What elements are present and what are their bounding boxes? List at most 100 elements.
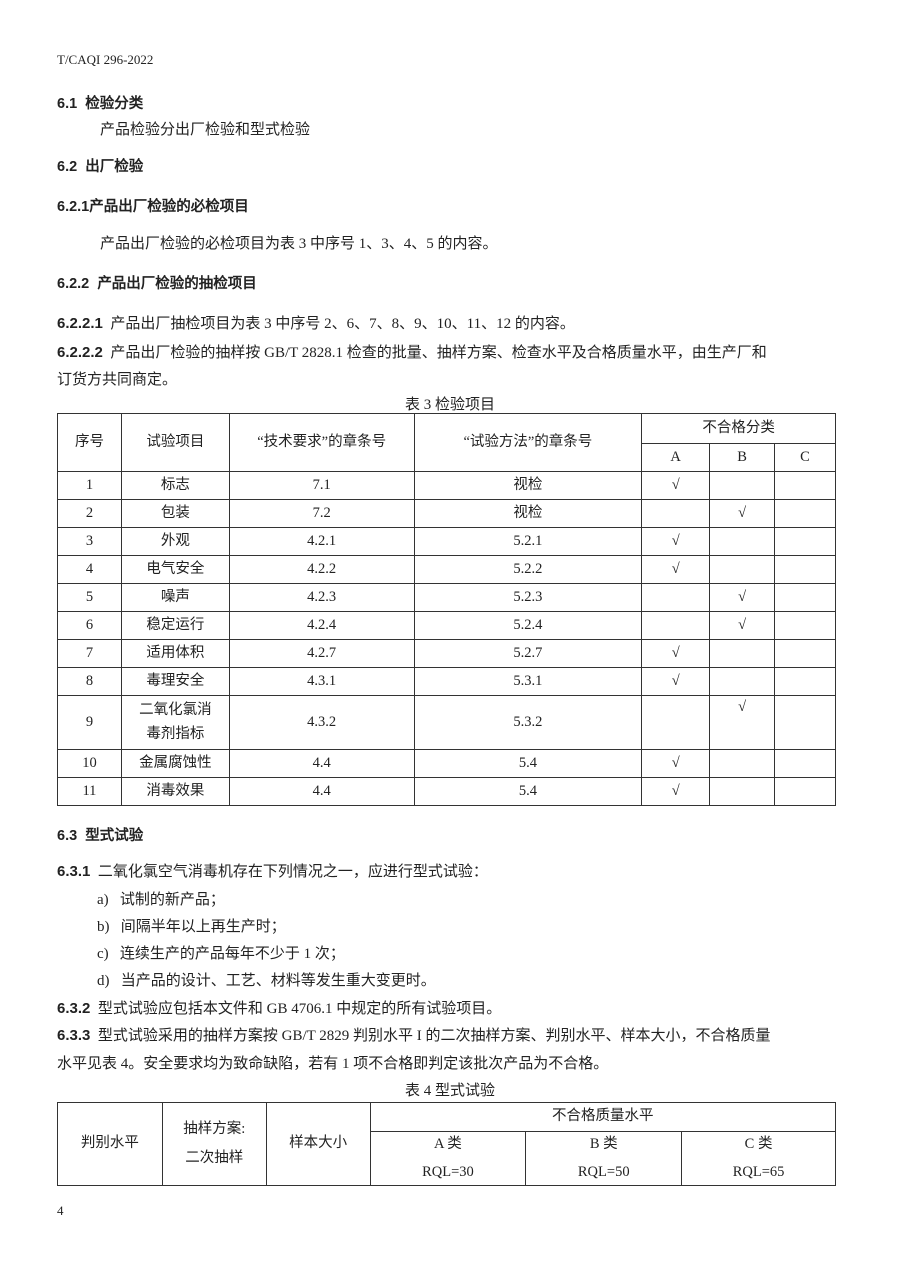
para-6-3-3-cont: 水平见表 4。安全要求均为致命缺陷，若有 1 项不合格即判定该批次产品为不合格。: [57, 1056, 609, 1072]
th-req: “技术要求”的章条号: [228, 413, 415, 472]
cell-method: 5.2.7: [413, 639, 643, 668]
cell-method: 5.3.2: [413, 695, 643, 750]
heading-6-2: 6.2 出厂检验: [57, 155, 143, 176]
list-item: a) 试制的新产品；: [97, 888, 225, 909]
table-row: 2 包装 7.2 视检 √: [57, 499, 836, 528]
table-row: 1 标志 7.1 视检 √: [57, 471, 836, 500]
th-b: B: [709, 443, 776, 472]
class-label: A 类: [434, 1136, 462, 1153]
table-row: 7 适用体积 4.2.7 5.2.7 √: [57, 639, 836, 668]
cell-method: 5.2.3: [413, 583, 643, 612]
cell-req: 4.4: [228, 749, 415, 778]
cell-class-c: [774, 639, 836, 668]
cell-req: 4.2.3: [228, 583, 415, 612]
heading-6-2-1: 6.2.1产品出厂检验的必检项目: [57, 195, 249, 216]
th-size: 样本大小: [265, 1102, 371, 1186]
cell-class-b: √: [709, 583, 776, 612]
class-label: B 类: [589, 1136, 618, 1153]
para-6-1: 产品检验分出厂检验和型式检验: [100, 122, 311, 138]
cell-class-a: √: [641, 749, 711, 778]
cell-no: 11: [57, 777, 122, 806]
cell-method: 5.2.2: [413, 555, 643, 584]
cell-no: 9: [57, 695, 122, 750]
cell-class-c: [774, 749, 836, 778]
cell-no: 2: [57, 499, 122, 528]
cell-class-a: √: [641, 667, 711, 696]
heading-num: 6.3: [57, 828, 78, 844]
table-type-test: 判别水平 抽样方案: 二次抽样 样本大小 不合格质量水平 A 类 RQL=30 B …: [57, 1102, 837, 1186]
heading-num: 6.2.1: [57, 199, 90, 215]
table-row: 5 噪声 4.2.3 5.2.3 √: [57, 583, 836, 612]
list-item: b) 间隔半年以上再生产时；: [97, 915, 286, 936]
cell-item: 外观: [120, 527, 230, 556]
th-no: 序号: [57, 413, 122, 472]
heading-num: 6.2.2: [57, 276, 90, 292]
cell-item: 毒理安全: [120, 667, 230, 696]
clause-num: 6.3.2: [57, 1000, 91, 1017]
cell-method: 视检: [413, 499, 643, 528]
para-6-3-3: 6.3.3 型式试验采用的抽样方案按 GB/T 2829 判别水平 I 的二次抽…: [57, 1024, 771, 1045]
cell-no: 10: [57, 749, 122, 778]
cell-req: 4.2.4: [228, 611, 415, 640]
cell-item: 消毒效果: [120, 777, 230, 806]
th-class-c: C 类 RQL=65: [681, 1131, 836, 1186]
th-class: 不合格分类: [641, 413, 836, 444]
cell-item: 二氧化氯消 毒剂指标: [120, 695, 230, 750]
th-class-a: A 类 RQL=30: [369, 1131, 527, 1186]
cell-no: 5: [57, 583, 122, 612]
table-row: 3 外观 4.2.1 5.2.1 √: [57, 527, 836, 556]
cell-item: 电气安全: [120, 555, 230, 584]
cell-class-a: √: [641, 639, 711, 668]
cell-class-b: [709, 749, 776, 778]
th-quality: 不合格质量水平: [369, 1102, 837, 1132]
doc-id: T/CAQI 296-2022: [57, 52, 154, 67]
plan-line2: 二次抽样: [185, 1150, 244, 1166]
cell-class-a: √: [641, 527, 711, 556]
cell-req: 4.2.7: [228, 639, 415, 668]
list-text: 间隔半年以上再生产时；: [120, 919, 286, 935]
cell-no: 7: [57, 639, 122, 668]
th-class-b: B 类 RQL=50: [525, 1131, 683, 1186]
table-row: 10 金属腐蚀性 4.4 5.4 √: [57, 749, 836, 778]
clause-num: 6.2.2.1: [57, 315, 103, 332]
heading-num: 6.1: [57, 96, 78, 112]
cell-no: 8: [57, 667, 122, 696]
heading-title: 产品出厂检验的抽检项目: [97, 276, 257, 292]
cell-class-a: [641, 583, 711, 612]
cell-class-c: [774, 777, 836, 806]
cell-req: 7.1: [228, 471, 415, 500]
heading-title: 型式试验: [85, 828, 144, 844]
list-marker: b): [97, 919, 110, 935]
clause-text: 型式试验采用的抽样方案按 GB/T 2829 判别水平 I 的二次抽样方案、判别…: [97, 1028, 771, 1044]
cell-class-a: [641, 499, 711, 528]
cell-class-c: [774, 611, 836, 640]
class-rql: RQL=50: [577, 1163, 630, 1180]
cell-item: 稳定运行: [120, 611, 230, 640]
heading-title: 出厂检验: [85, 159, 144, 175]
th-c: C: [774, 443, 836, 472]
cell-req: 4.4: [228, 777, 415, 806]
cell-class-b: [709, 527, 776, 556]
cell-class-b: [709, 471, 776, 500]
list-marker: c): [97, 946, 109, 962]
heading-6-2-2: 6.2.2 产品出厂检验的抽检项目: [57, 272, 257, 293]
cell-class-c: [774, 583, 836, 612]
cell-class-b: √: [709, 611, 776, 640]
cell-class-c: [774, 471, 836, 500]
cell-class-a: √: [641, 471, 711, 500]
cell-class-b: [709, 555, 776, 584]
cell-item: 适用体积: [120, 639, 230, 668]
para-6-2-1: 产品出厂检验的必检项目为表 3 中序号 1、3、4、5 的内容。: [100, 236, 498, 252]
list-item: d) 当产品的设计、工艺、材料等发生重大变更时。: [97, 969, 436, 990]
para-6-2-2-1: 6.2.2.1 产品出厂抽检项目为表 3 中序号 2、6、7、8、9、10、11…: [57, 312, 575, 333]
page-number: 4: [57, 1203, 64, 1218]
class-label: C 类: [744, 1136, 773, 1153]
cell-method: 5.2.1: [413, 527, 643, 556]
clause-text: 型式试验应包括本文件和 GB 4706.1 中规定的所有试验项目。: [97, 1001, 502, 1017]
list-marker: d): [97, 973, 110, 989]
cell-class-c: [774, 695, 836, 750]
th-level: 判别水平: [57, 1102, 163, 1186]
cell-method: 5.4: [413, 749, 643, 778]
cell-class-b: √: [709, 695, 776, 750]
cell-class-a: [641, 695, 711, 750]
